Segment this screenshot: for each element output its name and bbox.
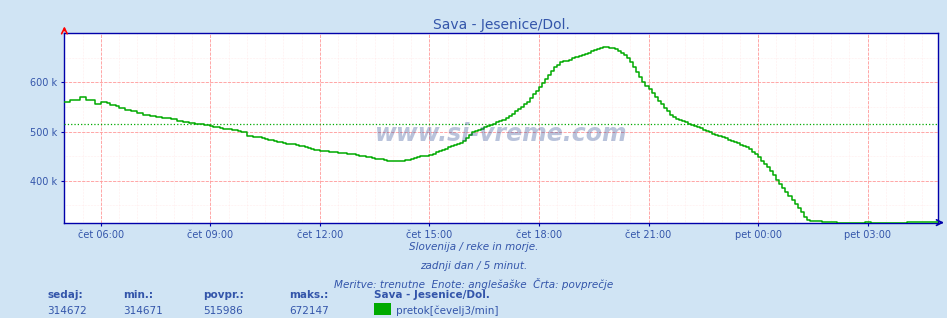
Text: 314671: 314671 (123, 306, 163, 316)
Text: www.si-vreme.com: www.si-vreme.com (375, 122, 627, 146)
Text: Slovenija / reke in morje.: Slovenija / reke in morje. (409, 242, 538, 252)
Text: min.:: min.: (123, 290, 153, 300)
Text: 515986: 515986 (204, 306, 243, 316)
Text: pretok[čevelj3/min]: pretok[čevelj3/min] (396, 306, 498, 316)
Text: maks.:: maks.: (289, 290, 328, 300)
Text: 672147: 672147 (289, 306, 329, 316)
Text: 314672: 314672 (47, 306, 87, 316)
Text: zadnji dan / 5 minut.: zadnji dan / 5 minut. (420, 261, 527, 271)
Text: Meritve: trenutne  Enote: anglešaške  Črta: povprečje: Meritve: trenutne Enote: anglešaške Črta… (334, 278, 613, 290)
Text: Sava - Jesenice/Dol.: Sava - Jesenice/Dol. (374, 290, 490, 300)
Text: povpr.:: povpr.: (204, 290, 244, 300)
Text: sedaj:: sedaj: (47, 290, 83, 300)
Title: Sava - Jesenice/Dol.: Sava - Jesenice/Dol. (433, 18, 569, 32)
